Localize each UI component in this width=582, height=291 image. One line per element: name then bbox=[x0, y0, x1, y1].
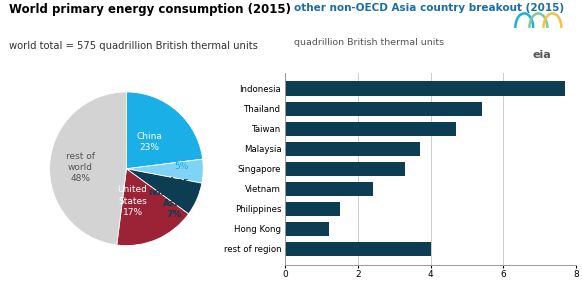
Bar bbox=[285, 141, 420, 156]
Text: India
5%: India 5% bbox=[171, 151, 193, 171]
Wedge shape bbox=[126, 159, 203, 183]
Text: other non-OECD Asia country breakout (2015): other non-OECD Asia country breakout (20… bbox=[294, 3, 564, 13]
Bar bbox=[285, 122, 456, 136]
Bar bbox=[285, 222, 329, 236]
Bar bbox=[285, 242, 431, 256]
Bar bbox=[285, 102, 482, 116]
Bar bbox=[285, 182, 372, 196]
Text: rest of
world
48%: rest of world 48% bbox=[66, 152, 95, 183]
Wedge shape bbox=[126, 169, 202, 214]
Text: eia: eia bbox=[532, 50, 551, 60]
Wedge shape bbox=[126, 92, 203, 169]
Text: United
States
17%: United States 17% bbox=[118, 185, 147, 217]
Wedge shape bbox=[117, 169, 189, 246]
Bar bbox=[285, 81, 565, 96]
Text: other
non-OECD
Asia
7%: other non-OECD Asia 7% bbox=[148, 177, 200, 219]
Bar bbox=[285, 162, 406, 176]
Text: quadrillion British thermal units: quadrillion British thermal units bbox=[294, 38, 444, 47]
Text: world total = 575 quadrillion British thermal units: world total = 575 quadrillion British th… bbox=[9, 41, 258, 51]
Wedge shape bbox=[49, 92, 126, 245]
Text: World primary energy consumption (2015): World primary energy consumption (2015) bbox=[9, 3, 291, 16]
Text: China
23%: China 23% bbox=[137, 132, 162, 152]
Bar bbox=[285, 202, 340, 216]
